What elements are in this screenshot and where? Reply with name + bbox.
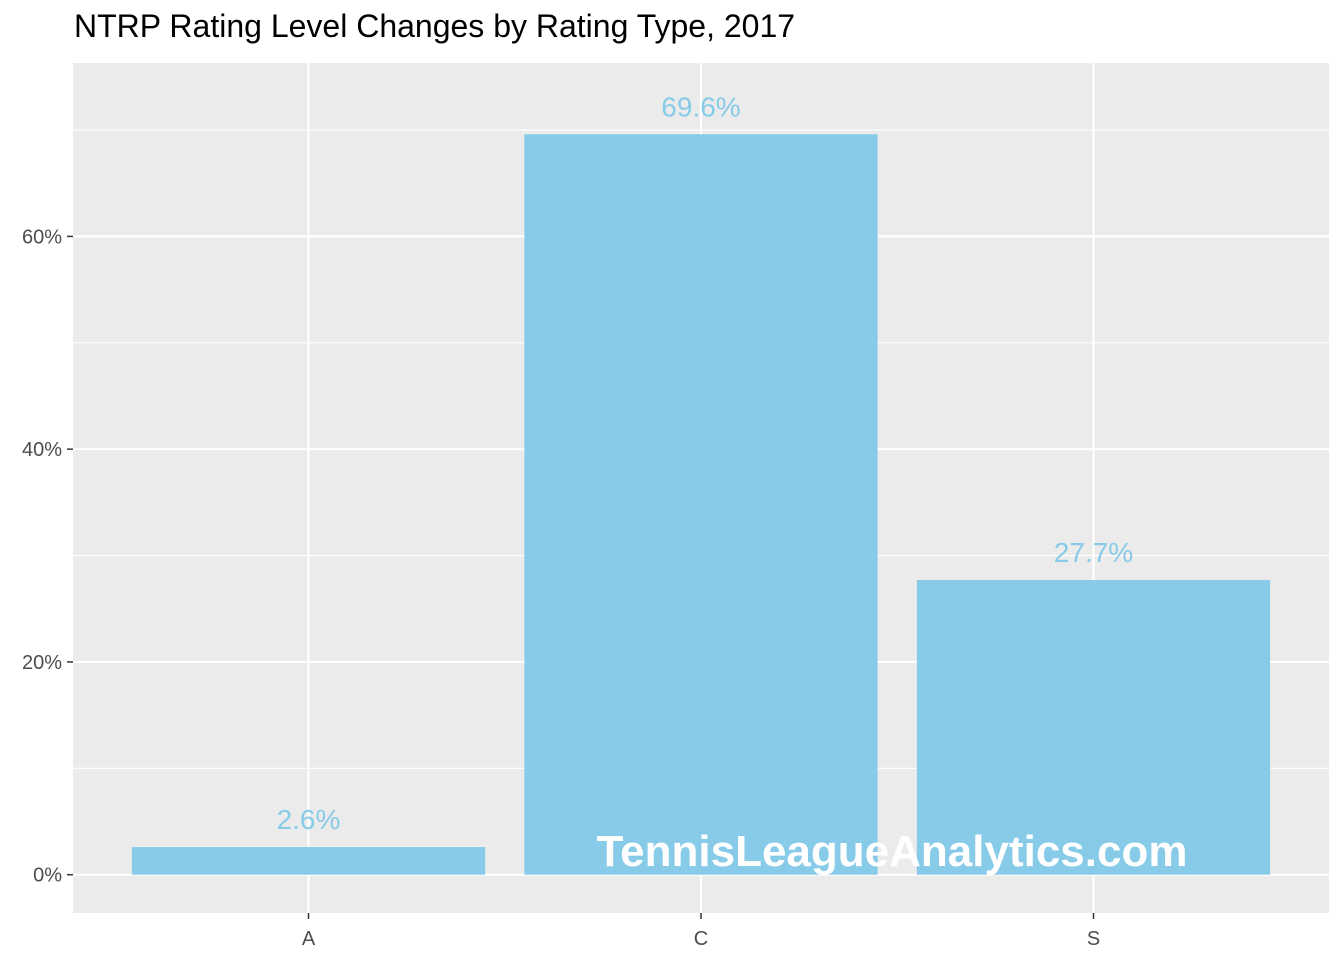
bars bbox=[131, 134, 1271, 875]
bar-s bbox=[916, 580, 1271, 875]
x-tick-label: S bbox=[1087, 928, 1100, 950]
bar-c bbox=[524, 134, 878, 875]
data-label-c: 69.6% bbox=[661, 91, 740, 122]
data-label-a: 2.6% bbox=[277, 804, 341, 835]
data-labels: 2.6% 69.6% 27.7% bbox=[277, 91, 1134, 835]
y-tick-label: 60% bbox=[22, 226, 62, 248]
y-tick-label: 0% bbox=[33, 865, 62, 887]
chart-title: NTRP Rating Level Changes by Rating Type… bbox=[74, 8, 796, 44]
y-tick-label: 40% bbox=[22, 439, 62, 461]
watermark-text: TennisLeagueAnalytics.com bbox=[597, 827, 1188, 876]
data-label-s: 27.7% bbox=[1054, 537, 1133, 568]
bar-a bbox=[131, 847, 486, 875]
x-tick-label: C bbox=[694, 928, 708, 950]
x-tick-label: A bbox=[302, 928, 316, 950]
y-tick-label: 20% bbox=[22, 652, 62, 674]
axes: 0% 20% 40% 60% A C S bbox=[22, 226, 1100, 950]
